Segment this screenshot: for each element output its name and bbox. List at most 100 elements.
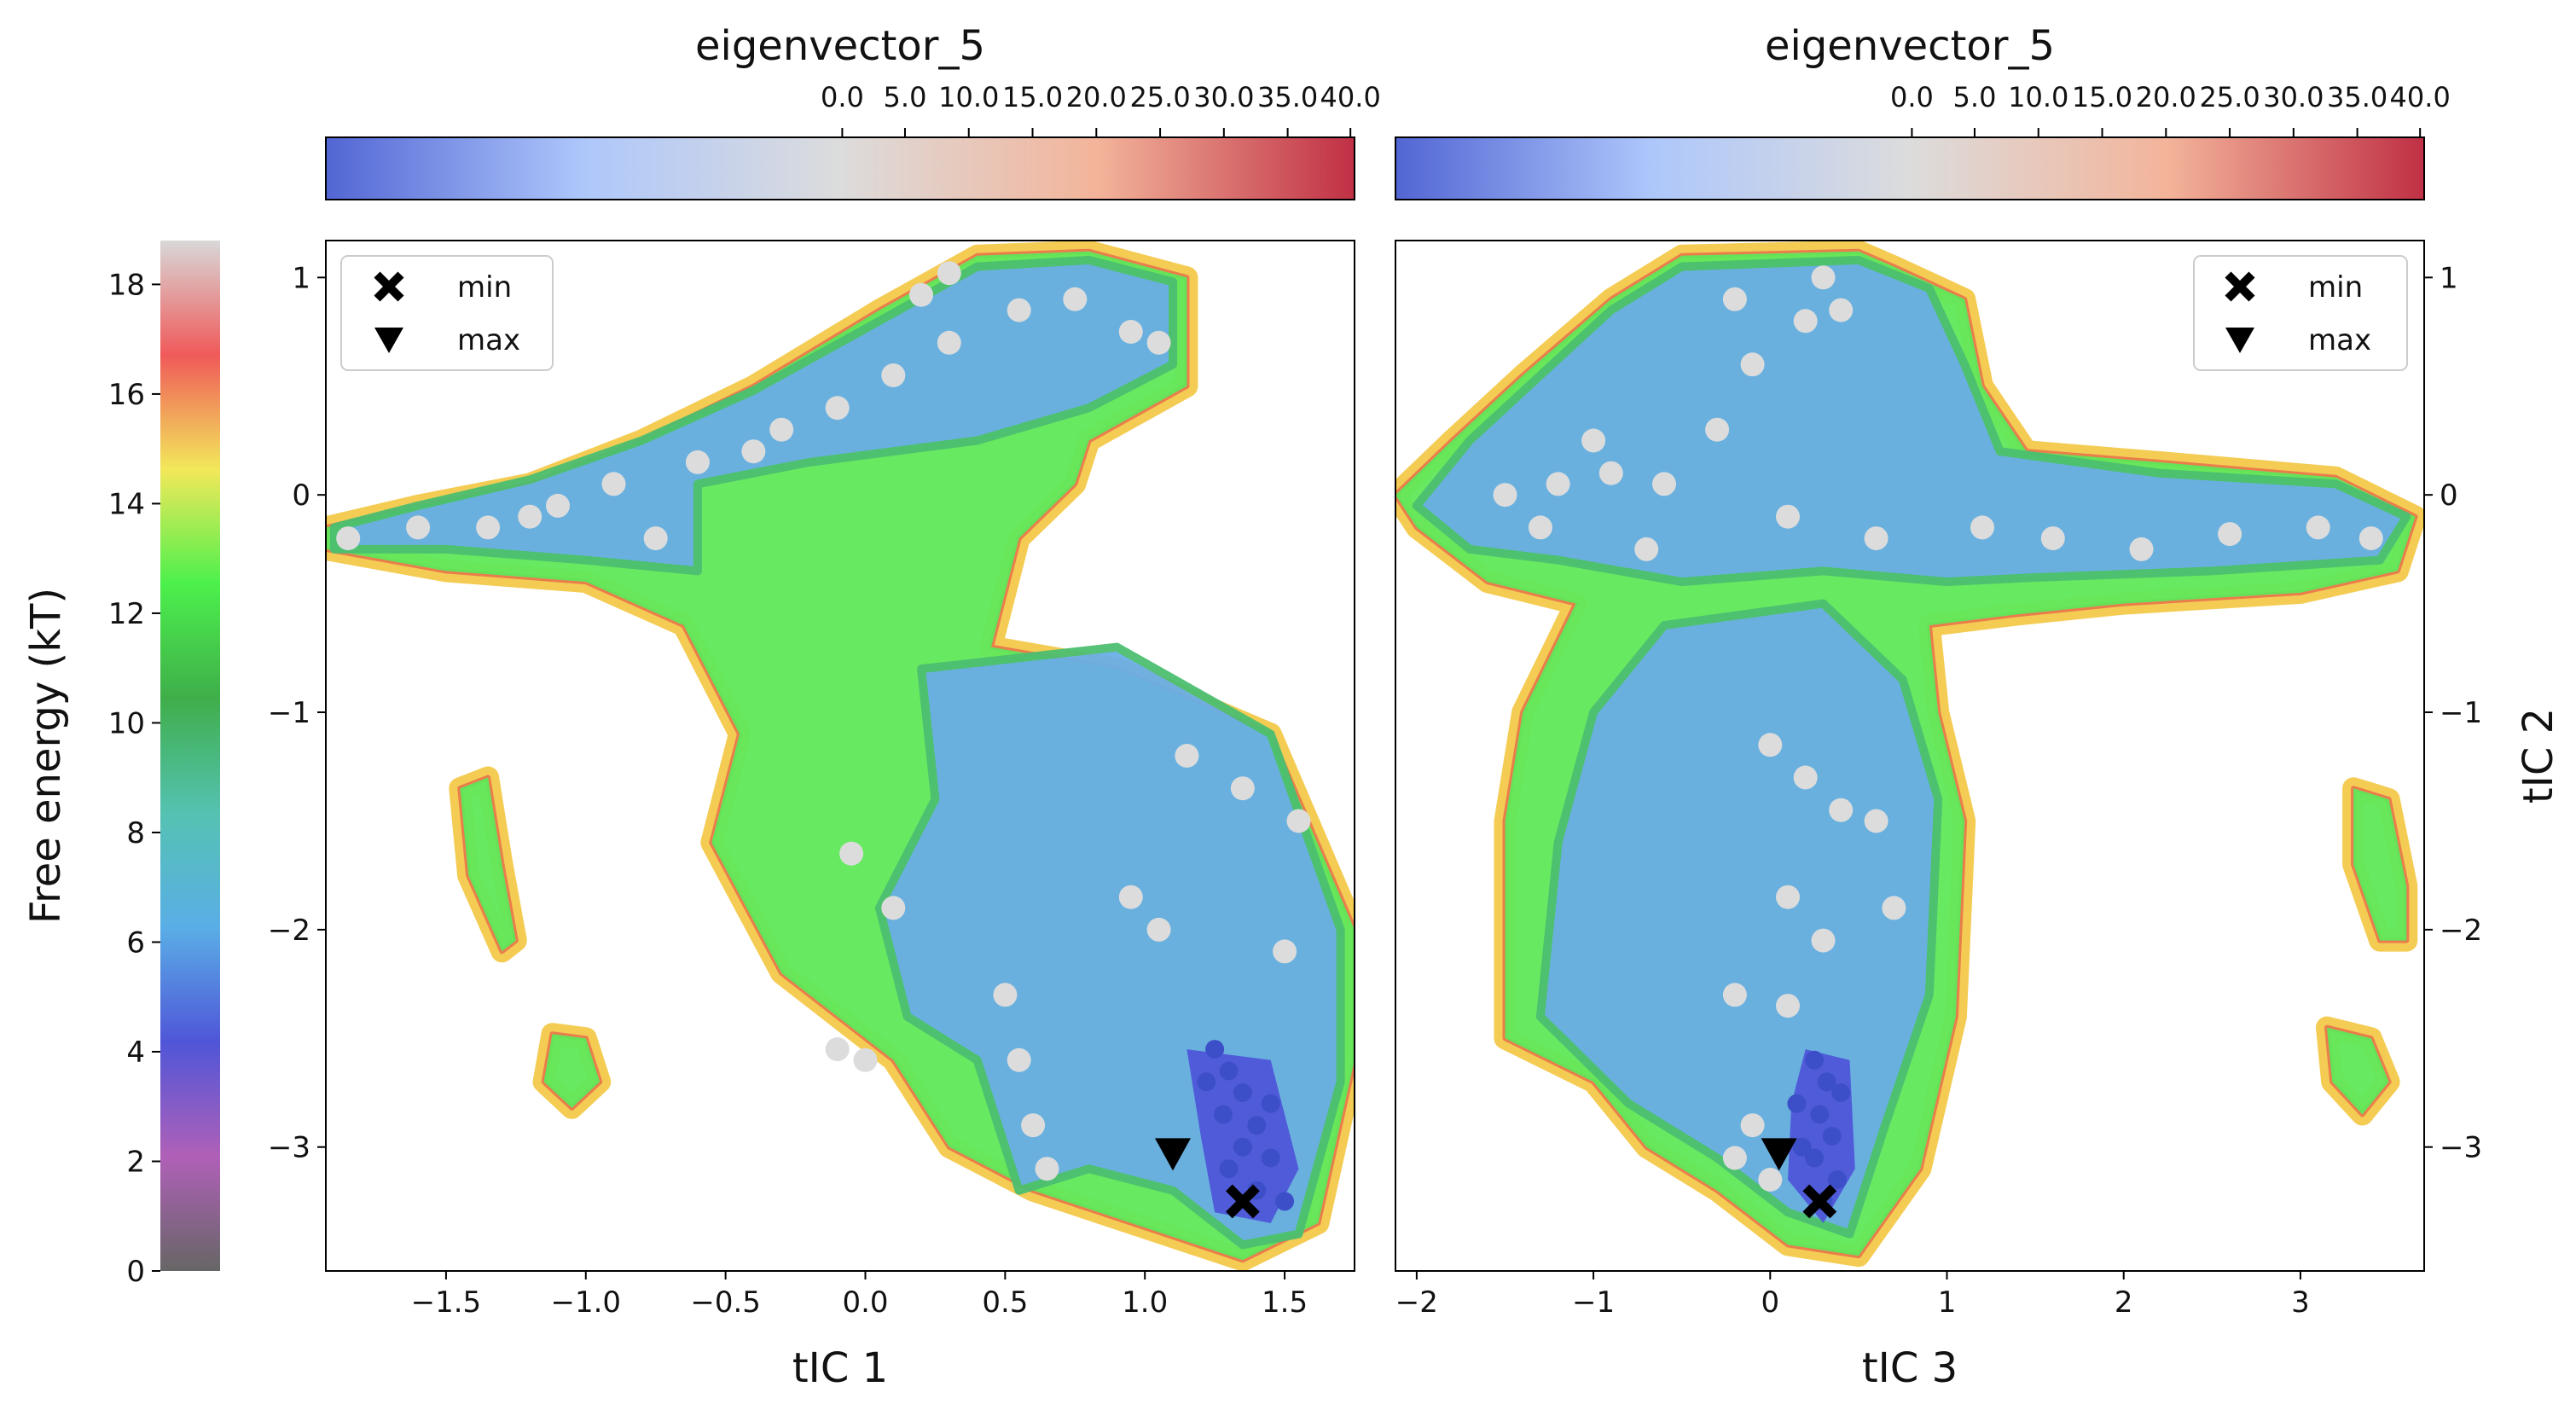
sample-point bbox=[1864, 526, 1888, 551]
energy-tick-label: 10 bbox=[108, 706, 145, 740]
sample-point bbox=[518, 504, 542, 529]
sample-point bbox=[993, 983, 1018, 1007]
panel-tic3-x-ticks: −2 −1 0 1 2 3 bbox=[1395, 1271, 2310, 1320]
x-tick-label: 2 bbox=[2115, 1285, 2133, 1320]
sample-point bbox=[601, 472, 626, 496]
panel-tic3-legend-min: min bbox=[2308, 270, 2363, 305]
x-tick-label: −1.5 bbox=[411, 1285, 482, 1320]
sample-point bbox=[1864, 809, 1888, 833]
sample-point bbox=[937, 330, 961, 355]
colorbar-tick-label: 0.0 bbox=[1890, 81, 1934, 113]
y-tick-label: 1 bbox=[292, 261, 310, 295]
sample-point bbox=[2040, 526, 2065, 551]
energy-region bbox=[329, 255, 1177, 576]
sample-point bbox=[1652, 472, 1676, 496]
sample-point bbox=[1219, 1061, 1239, 1081]
sample-point bbox=[1776, 504, 1800, 529]
x-tick-label: 0.5 bbox=[982, 1285, 1028, 1320]
sample-point bbox=[853, 1047, 878, 1072]
energy-colorbar-label: Free energy (kT) bbox=[22, 588, 70, 924]
sample-point bbox=[937, 261, 961, 286]
sample-point bbox=[643, 526, 668, 551]
x-tick-label: 1.5 bbox=[1262, 1285, 1308, 1320]
panel-tic1-legend-box bbox=[340, 255, 554, 371]
x-tick-label: −1.0 bbox=[550, 1285, 621, 1320]
colorbar-tick-label: 10.0 bbox=[938, 81, 999, 113]
energy-tick-label: 14 bbox=[108, 487, 145, 521]
sample-point bbox=[881, 363, 906, 387]
sample-point bbox=[1247, 1116, 1267, 1135]
sample-point bbox=[1740, 1113, 1765, 1138]
sample-point bbox=[1230, 776, 1255, 801]
panel-tic1: eigenvector_5 0.0 5.0 10.0 15.0 20.0 25.0 30.0… bbox=[268, 22, 1381, 1392]
sample-point bbox=[1882, 896, 1906, 920]
colorbar-tick-label: 5.0 bbox=[1953, 81, 1997, 113]
panel-tic3-y-label: tIC 2 bbox=[2515, 708, 2562, 804]
energy-tick-label: 18 bbox=[108, 268, 145, 302]
y-tick-label: 0 bbox=[292, 479, 310, 513]
energy-region bbox=[543, 1034, 600, 1108]
colorbar-tick-label: 30.0 bbox=[1193, 81, 1254, 113]
colorbar-tick-label: 35.0 bbox=[1257, 81, 1318, 113]
y-tick-label: −2 bbox=[2440, 914, 2482, 948]
legend-max-triangle-icon bbox=[374, 328, 403, 353]
panel-tic3-frame bbox=[1395, 240, 2425, 1272]
colorbar-tick-label: 25.0 bbox=[2199, 81, 2260, 113]
y-tick-label: −1 bbox=[2440, 696, 2482, 730]
sample-point bbox=[1811, 265, 1836, 290]
panel-tic3-colorbar-title: eigenvector_5 bbox=[1765, 22, 2055, 70]
sample-point bbox=[881, 896, 906, 920]
panel-tic1-y-ticks: 1 0 −1 −2 −3 bbox=[268, 261, 326, 1165]
sample-point bbox=[1787, 1094, 1807, 1113]
energy-region bbox=[1186, 1049, 1299, 1223]
energy-tick-label: 8 bbox=[126, 816, 145, 850]
sample-point bbox=[1035, 1157, 1059, 1181]
panel-tic1-frame bbox=[325, 240, 1355, 1272]
sample-point bbox=[1007, 298, 1031, 322]
colorbar-tick-label: 15.0 bbox=[1002, 81, 1063, 113]
sample-point bbox=[1063, 287, 1088, 311]
sample-point bbox=[1233, 1137, 1252, 1157]
panel-tic3-samples bbox=[1493, 265, 2383, 1211]
colorbar-tick-label: 15.0 bbox=[2072, 81, 2132, 113]
sample-point bbox=[1740, 352, 1765, 377]
sample-point bbox=[1493, 483, 1517, 508]
panel-tic1-legend-min: min bbox=[457, 270, 512, 305]
sample-point bbox=[2306, 515, 2330, 540]
sample-point bbox=[1817, 1072, 1836, 1092]
panel-tic3-energy-regions bbox=[1395, 241, 2424, 1268]
energy-colorbar-ticks: 0 2 4 6 8 10 12 14 16 18 bbox=[108, 268, 160, 1289]
sample-point bbox=[741, 439, 766, 464]
panel-tic1-energy-regions bbox=[326, 241, 1355, 1271]
panel-tic3-legend-box bbox=[2193, 255, 2408, 371]
sample-point bbox=[825, 396, 850, 421]
sample-point bbox=[2358, 526, 2383, 551]
sample-point bbox=[1273, 939, 1297, 964]
colorbar-tick-label: 30.0 bbox=[2263, 81, 2324, 113]
panel-tic1-x-label: tIC 1 bbox=[792, 1344, 888, 1392]
max-marker bbox=[1154, 1138, 1191, 1171]
sample-point bbox=[685, 450, 710, 474]
sample-point bbox=[1722, 1146, 1747, 1170]
sample-point bbox=[1261, 1148, 1280, 1168]
y-tick-label: −2 bbox=[268, 914, 310, 948]
sample-point bbox=[1546, 472, 1570, 496]
energy-region bbox=[1535, 599, 1943, 1239]
sample-point bbox=[1829, 298, 1854, 322]
sample-point bbox=[1793, 765, 1818, 790]
panel-tic1-x-ticks: −1.5 −1.0 −0.5 0.0 0.5 1.0 1.5 bbox=[411, 1271, 1308, 1320]
energy-colorbar: 0 2 4 6 8 10 12 14 16 18 Free energy (kT) bbox=[22, 241, 220, 1289]
sample-point bbox=[1792, 1137, 1812, 1157]
sample-point bbox=[1722, 287, 1747, 311]
sample-point bbox=[1261, 1094, 1280, 1113]
colorbar-tick-label: 0.0 bbox=[821, 81, 864, 113]
panel-tic1-samples bbox=[336, 261, 1311, 1211]
panel-tic3: eigenvector_5 0.0 5.0 10.0 15.0 20.0 25.0 30.0… bbox=[1395, 22, 2562, 1392]
min-marker bbox=[1226, 1184, 1260, 1219]
y-tick-label: −1 bbox=[268, 696, 310, 730]
sample-point bbox=[909, 282, 933, 307]
sample-point bbox=[1175, 744, 1199, 768]
energy-region bbox=[2327, 1027, 2389, 1115]
sample-point bbox=[1275, 1192, 1295, 1211]
colorbar-tick-label: 20.0 bbox=[1066, 81, 1127, 113]
